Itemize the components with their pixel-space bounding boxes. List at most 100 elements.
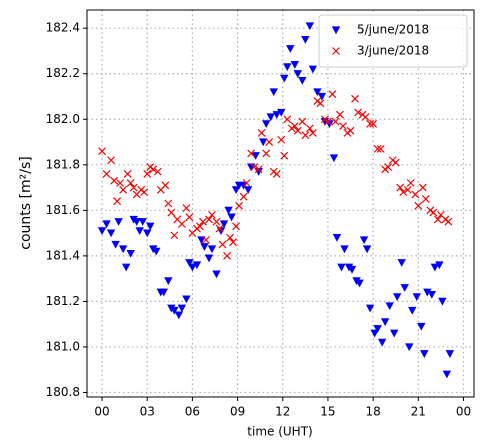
point xyxy=(280,151,289,160)
point xyxy=(308,129,317,137)
point xyxy=(384,163,393,172)
point xyxy=(373,325,382,333)
point xyxy=(107,156,116,165)
x-tick-label: 18 xyxy=(365,405,380,419)
legend-label: 5/june/2018 xyxy=(357,23,429,37)
point xyxy=(355,279,364,288)
point xyxy=(346,126,355,135)
point xyxy=(126,179,135,187)
point xyxy=(200,243,209,251)
point xyxy=(215,224,224,233)
x-axis-label: time (UHT) xyxy=(247,425,312,439)
point xyxy=(196,222,204,231)
point xyxy=(337,263,346,272)
point xyxy=(280,74,289,83)
point xyxy=(207,245,217,254)
point xyxy=(277,135,286,144)
point xyxy=(239,192,248,201)
plot-area xyxy=(87,10,474,397)
point xyxy=(301,35,310,44)
point xyxy=(396,183,405,192)
point xyxy=(298,117,307,126)
point xyxy=(218,240,227,249)
point xyxy=(391,158,400,167)
point xyxy=(286,45,295,53)
x-tick-label: 21 xyxy=(411,405,426,419)
point xyxy=(146,222,155,231)
point xyxy=(199,217,207,226)
point xyxy=(377,338,387,347)
point xyxy=(242,179,251,187)
point xyxy=(204,254,214,263)
point xyxy=(208,210,216,219)
point xyxy=(170,231,179,240)
point xyxy=(269,88,278,97)
point xyxy=(408,306,417,315)
point xyxy=(376,144,385,153)
y-tick-label: 181.0 xyxy=(46,339,80,353)
point xyxy=(283,63,292,72)
point xyxy=(143,169,152,178)
point xyxy=(266,113,275,122)
point xyxy=(277,108,286,117)
y-tick-label: 181.8 xyxy=(46,157,80,171)
y-tick-label: 180.8 xyxy=(46,385,80,399)
x-tick-label: 00 xyxy=(456,405,471,419)
point xyxy=(332,234,342,242)
point xyxy=(359,236,369,245)
point xyxy=(365,304,375,313)
point xyxy=(414,201,423,210)
x-tick-label: 15 xyxy=(320,405,335,419)
point xyxy=(438,297,447,306)
legend-marker xyxy=(332,47,340,55)
x-tick-label: 12 xyxy=(275,405,290,419)
point xyxy=(170,306,179,315)
point xyxy=(138,218,147,226)
point xyxy=(429,208,438,217)
point xyxy=(418,183,427,192)
y-tick-label: 181.2 xyxy=(46,294,80,308)
point xyxy=(272,169,281,178)
point xyxy=(143,229,152,238)
point xyxy=(177,220,186,228)
point xyxy=(262,149,271,158)
point xyxy=(153,167,162,176)
x-tick-label: 03 xyxy=(140,405,155,419)
y-tick-label: 182.2 xyxy=(46,66,80,80)
point xyxy=(435,261,444,270)
point xyxy=(212,217,221,226)
point xyxy=(373,144,382,153)
point xyxy=(185,259,194,267)
point xyxy=(339,122,347,131)
point xyxy=(411,190,420,199)
point xyxy=(272,111,281,119)
point xyxy=(126,249,135,258)
point xyxy=(243,186,253,195)
point xyxy=(389,329,399,338)
x-tick-label: 06 xyxy=(185,405,200,419)
point xyxy=(251,152,260,160)
point xyxy=(118,245,128,254)
point xyxy=(174,311,184,320)
point xyxy=(329,154,339,163)
point xyxy=(406,179,415,187)
point xyxy=(114,218,123,226)
x-tick-label: 00 xyxy=(94,405,109,419)
point xyxy=(224,206,233,215)
point xyxy=(164,199,173,208)
point xyxy=(351,94,359,103)
y-tick-label: 181.6 xyxy=(46,203,80,217)
frame xyxy=(86,9,475,398)
y-tick-label: 181.4 xyxy=(46,248,80,262)
point xyxy=(420,350,429,358)
point xyxy=(205,215,213,224)
point xyxy=(370,329,379,338)
point xyxy=(102,169,111,178)
point xyxy=(369,119,378,128)
point xyxy=(340,245,349,254)
point xyxy=(235,201,244,210)
point xyxy=(98,147,106,156)
point xyxy=(258,138,268,147)
point xyxy=(308,65,318,74)
